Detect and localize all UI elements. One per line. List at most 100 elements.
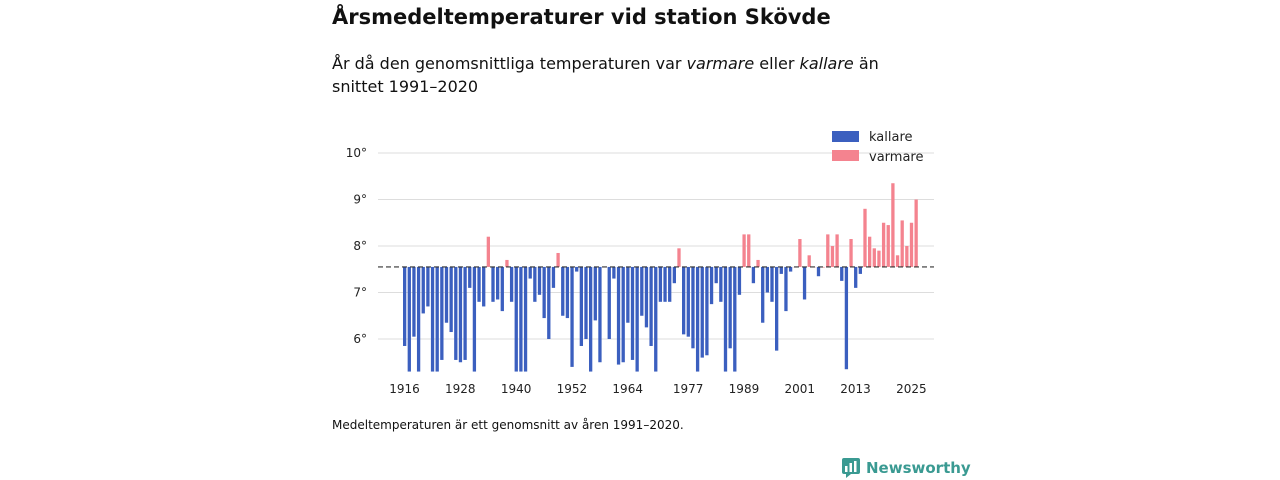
- bar-colder: [700, 266, 704, 358]
- bar-colder: [458, 266, 463, 363]
- bar-colder: [612, 266, 616, 279]
- subtitle-text-pre: År då den genomsnittliga temperaturen va…: [332, 54, 687, 73]
- bar-colder: [514, 266, 518, 372]
- bar-warmer: [872, 248, 876, 267]
- bar-colder: [672, 266, 676, 284]
- bar-colder: [630, 266, 635, 360]
- bar-warmer: [891, 183, 895, 267]
- bar-colder: [407, 266, 411, 372]
- bar-colder: [593, 266, 597, 321]
- bar-warmer: [849, 239, 853, 267]
- bar-colder: [663, 266, 667, 302]
- x-tick-label: 1952: [557, 382, 588, 396]
- bar-colder: [533, 266, 537, 302]
- bar-colder: [584, 266, 588, 339]
- bar-warmer: [486, 236, 490, 267]
- y-tick-label: 8°: [353, 239, 367, 253]
- x-tick-label: 2025: [896, 382, 927, 396]
- footnote: Medeltemperaturen är ett genomsnitt av å…: [332, 418, 684, 432]
- bar-warmer: [677, 248, 681, 267]
- bar-colder: [691, 266, 695, 349]
- bar-colder: [412, 266, 416, 337]
- bar-colder: [551, 266, 556, 288]
- legend-label-warmer: varmare: [869, 150, 923, 165]
- bar-colder: [788, 266, 793, 272]
- bar-colder: [426, 266, 430, 307]
- bar-colder: [477, 266, 481, 302]
- bar-colder: [635, 266, 639, 372]
- bar-colder: [449, 266, 453, 333]
- bar-colder: [816, 266, 821, 277]
- bar-colder: [496, 266, 500, 300]
- bar-colder: [519, 266, 523, 372]
- bar-colder: [589, 266, 593, 372]
- bar-warmer: [807, 255, 811, 267]
- bar-warmer: [895, 255, 900, 267]
- bar-colder: [575, 266, 579, 272]
- chart-title: Årsmedeltemperaturer vid station Skövde: [332, 5, 831, 29]
- bar-colder: [682, 266, 686, 335]
- bar-colder: [440, 266, 444, 360]
- bar-warmer: [747, 234, 751, 267]
- bar-colder: [649, 266, 653, 346]
- bar-colder: [686, 266, 690, 337]
- bar-colder: [416, 266, 421, 372]
- bar-colder: [500, 266, 504, 312]
- bar-warmer: [798, 239, 802, 267]
- bar-warmer: [909, 222, 914, 267]
- bar-colder: [784, 266, 788, 312]
- bar-colder: [454, 266, 458, 360]
- bar-colder: [733, 266, 737, 372]
- bar-colder: [858, 266, 862, 274]
- bar-warmer: [505, 259, 509, 267]
- bar-colder: [723, 266, 728, 372]
- bar-colder: [561, 266, 565, 316]
- bar-warmer: [826, 234, 830, 267]
- bar-colder: [761, 266, 765, 323]
- bar-warmer: [863, 208, 867, 267]
- bar-warmer: [886, 225, 890, 267]
- legend-swatch-warmer: [832, 150, 859, 161]
- bar-warmer: [914, 199, 918, 267]
- bar-colder: [775, 266, 779, 351]
- legend-label-colder: kallare: [869, 130, 913, 145]
- bars: [403, 183, 918, 372]
- bar-colder: [751, 266, 756, 284]
- x-tick-label: 1940: [501, 382, 532, 396]
- x-axis-labels: 1916 1928 1940 1952 1964 1977 1989 2001 2013 2025: [389, 382, 926, 396]
- bar-colder: [854, 266, 858, 288]
- bar-warmer: [868, 236, 872, 267]
- bar-colder: [523, 266, 528, 372]
- bar-warmer: [821, 266, 825, 268]
- bar-colder: [644, 266, 649, 328]
- bar-warmer: [900, 220, 904, 267]
- subtitle-cold-word: kallare: [799, 54, 854, 73]
- bar-colder: [491, 266, 495, 302]
- bar-colder: [840, 266, 844, 281]
- bar-colder: [547, 266, 551, 339]
- bar-colder: [421, 266, 425, 314]
- bar-colder: [705, 266, 709, 356]
- x-tick-label: 2001: [784, 382, 815, 396]
- bar-colder: [607, 266, 611, 339]
- bar-colder: [444, 266, 449, 323]
- bar-colder: [482, 266, 486, 307]
- bar-colder: [695, 266, 700, 372]
- bar-colder: [621, 266, 625, 363]
- y-tick-label: 9°: [353, 193, 367, 207]
- bar-warmer: [756, 259, 760, 267]
- bar-colder: [579, 266, 583, 346]
- bar-colder: [403, 266, 407, 346]
- y-tick-label: 7°: [353, 286, 367, 300]
- bar-colder: [779, 266, 783, 274]
- bar-colder: [765, 266, 769, 293]
- newsworthy-brand[interactable]: Newsworthy: [842, 458, 971, 478]
- bar-colder: [719, 266, 723, 302]
- bar-colder: [658, 266, 663, 302]
- bar-colder: [616, 266, 621, 365]
- bar-colder: [770, 266, 774, 302]
- subtitle-warm-word: varmare: [686, 54, 755, 73]
- y-tick-label: 10°: [346, 146, 367, 160]
- bar-warmer: [742, 234, 746, 267]
- bar-colder: [542, 266, 546, 319]
